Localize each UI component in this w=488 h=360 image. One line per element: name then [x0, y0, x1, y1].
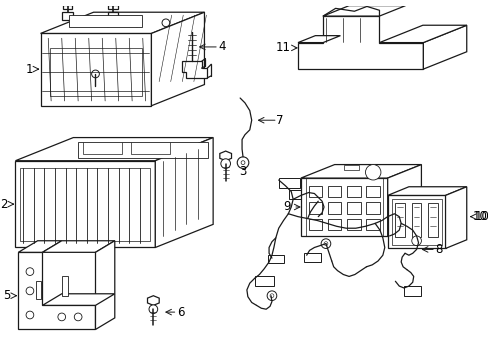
Polygon shape	[182, 62, 207, 78]
Polygon shape	[387, 195, 445, 248]
Bar	[50, 48, 142, 96]
Circle shape	[324, 242, 327, 246]
Bar	[346, 219, 360, 230]
Bar	[327, 202, 341, 214]
Text: 7: 7	[275, 114, 283, 127]
Polygon shape	[297, 36, 340, 42]
Text: 1: 1	[25, 63, 33, 76]
Circle shape	[411, 236, 421, 246]
Polygon shape	[344, 165, 358, 170]
Polygon shape	[155, 138, 213, 247]
Circle shape	[133, 19, 141, 27]
Polygon shape	[387, 187, 466, 195]
Bar	[366, 219, 379, 230]
Bar	[36, 281, 41, 298]
Circle shape	[26, 287, 34, 295]
Polygon shape	[423, 25, 466, 69]
Bar	[427, 203, 437, 237]
Bar	[391, 199, 441, 244]
Polygon shape	[300, 178, 387, 236]
Bar	[308, 202, 322, 214]
Bar	[366, 186, 379, 197]
Bar	[278, 178, 299, 188]
Text: 9: 9	[283, 201, 291, 213]
Circle shape	[221, 159, 230, 168]
Polygon shape	[42, 241, 115, 252]
Polygon shape	[41, 12, 204, 33]
Circle shape	[266, 291, 276, 301]
Polygon shape	[41, 33, 151, 106]
Bar	[61, 12, 73, 20]
Bar	[108, 5, 118, 9]
Polygon shape	[220, 151, 231, 161]
Polygon shape	[19, 252, 95, 329]
Polygon shape	[16, 161, 155, 247]
Bar	[62, 5, 72, 9]
Bar	[61, 276, 67, 296]
Circle shape	[26, 268, 34, 275]
Circle shape	[91, 70, 99, 78]
Polygon shape	[387, 165, 421, 236]
Text: 8: 8	[434, 243, 442, 256]
Polygon shape	[95, 241, 115, 329]
Text: 6: 6	[176, 306, 184, 319]
Circle shape	[149, 305, 157, 314]
Bar	[78, 143, 208, 158]
Polygon shape	[19, 241, 61, 252]
Text: 11: 11	[275, 41, 290, 54]
Text: 10: 10	[473, 210, 488, 223]
Bar	[267, 255, 283, 263]
Polygon shape	[379, 25, 466, 42]
Polygon shape	[445, 187, 466, 248]
Circle shape	[241, 161, 244, 165]
Circle shape	[321, 239, 330, 248]
Bar	[308, 186, 322, 197]
Circle shape	[269, 294, 273, 298]
Polygon shape	[151, 12, 204, 106]
Circle shape	[104, 19, 112, 27]
Bar	[403, 286, 421, 296]
Bar	[289, 190, 306, 199]
Bar	[303, 253, 321, 262]
Polygon shape	[42, 294, 115, 305]
Polygon shape	[16, 138, 213, 161]
Text: 10: 10	[472, 210, 487, 223]
Bar	[411, 203, 421, 237]
Bar	[395, 203, 404, 237]
Bar	[69, 15, 142, 27]
Bar	[346, 186, 360, 197]
Circle shape	[26, 311, 34, 319]
Bar	[131, 143, 169, 154]
Bar	[83, 143, 122, 154]
Bar	[395, 214, 408, 221]
Bar	[308, 219, 322, 230]
Text: 5: 5	[3, 289, 11, 302]
Bar	[254, 276, 273, 286]
Circle shape	[162, 19, 169, 27]
Circle shape	[58, 313, 65, 321]
Bar	[366, 202, 379, 214]
Polygon shape	[147, 296, 159, 305]
Circle shape	[237, 157, 248, 168]
Polygon shape	[300, 165, 421, 178]
Polygon shape	[323, 6, 405, 16]
Bar	[327, 219, 341, 230]
Bar	[346, 202, 360, 214]
Bar	[108, 12, 118, 20]
Text: 3: 3	[239, 165, 246, 178]
Bar	[20, 168, 150, 241]
Polygon shape	[297, 16, 423, 69]
Text: 4: 4	[218, 40, 225, 53]
Text: 2: 2	[0, 198, 8, 211]
Bar	[327, 186, 341, 197]
Circle shape	[365, 165, 380, 180]
Circle shape	[74, 313, 82, 321]
